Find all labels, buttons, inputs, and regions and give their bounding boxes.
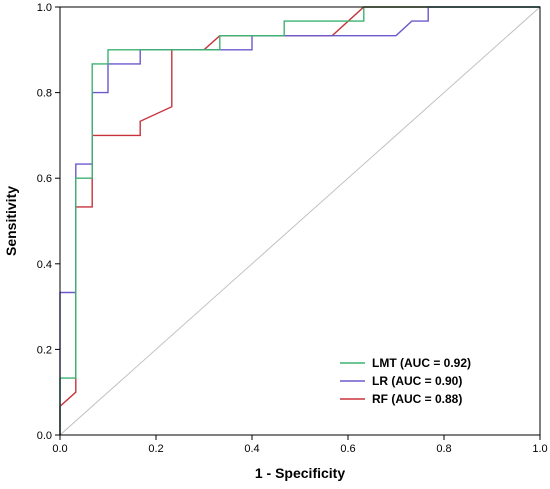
- y-tick-label: 0.0: [37, 430, 52, 442]
- x-axis-ticks: 0.0 0.2 0.4 0.6 0.8 1.0: [52, 435, 548, 455]
- x-tick-label: 0.6: [340, 443, 355, 455]
- legend-label-lr: LR (AUC = 0.90): [372, 374, 462, 388]
- y-tick-label: 0.8: [37, 88, 52, 100]
- x-tick-label: 0.0: [52, 443, 67, 455]
- x-tick-label: 0.4: [244, 443, 259, 455]
- legend-label-rf: RF (AUC = 0.88): [372, 392, 462, 406]
- y-tick-label: 0.6: [37, 173, 52, 185]
- y-axis-title: Sensitivity: [3, 186, 19, 256]
- plot-frame: [59, 6, 541, 436]
- x-axis-title: 1 - Specificity: [255, 465, 345, 481]
- y-tick-label: 1.0: [37, 2, 52, 14]
- legend-label-lmt: LMT (AUC = 0.92): [372, 356, 471, 370]
- y-tick-label: 0.2: [37, 344, 52, 356]
- reference-layer: [59, 6, 541, 436]
- series-layer: [59, 6, 540, 435]
- x-tick-label: 1.0: [532, 443, 547, 455]
- y-tick-label: 0.4: [37, 259, 52, 271]
- legend: LMT (AUC = 0.92) LR (AUC = 0.90) RF (AUC =…: [340, 356, 471, 406]
- y-axis-ticks: 0.0 0.2 0.4 0.6 0.8 1.0: [37, 2, 60, 442]
- reference-diagonal-line: [59, 6, 541, 436]
- x-tick-label: 0.2: [148, 443, 163, 455]
- series-line-lmt: [59, 6, 540, 435]
- x-tick-label: 0.8: [436, 443, 451, 455]
